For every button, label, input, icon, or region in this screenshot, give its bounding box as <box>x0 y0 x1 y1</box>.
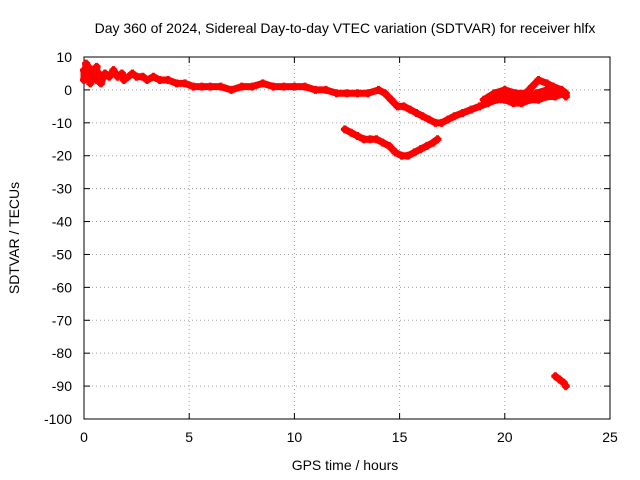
chart-title: Day 360 of 2024, Sidereal Day-to-day VTE… <box>95 20 596 36</box>
data-point <box>561 382 570 391</box>
y-tick-label: -70 <box>52 312 72 328</box>
plot-frame <box>83 56 611 420</box>
series-lower-track <box>340 125 442 160</box>
y-tick-label: -30 <box>52 181 72 197</box>
x-tick-label: 5 <box>185 429 193 445</box>
axis-ticks: 10 0 -10 -20 -30 -40 -50 -60 -70 -80 -90 -100 0 5 10 15… <box>44 49 618 445</box>
x-tick-label: 10 <box>287 429 303 445</box>
x-axis-title: GPS time / hours <box>292 457 399 473</box>
y-tick-label: -100 <box>44 411 72 427</box>
y-tick-label: -50 <box>52 246 72 262</box>
y-tick-label: -10 <box>52 115 72 131</box>
y-tick-label: -20 <box>52 148 72 164</box>
grid <box>84 57 610 419</box>
data-points <box>80 59 570 391</box>
data-point <box>561 92 570 101</box>
y-tick-label: 0 <box>64 82 72 98</box>
y-tick-label: -80 <box>52 345 72 361</box>
y-tick-label: 10 <box>56 49 72 65</box>
y-tick-label: -60 <box>52 279 72 295</box>
x-tick-label: 0 <box>80 429 88 445</box>
y-tick-label: -40 <box>52 214 72 230</box>
x-tick-label: 15 <box>392 429 408 445</box>
x-tick-label: 20 <box>497 429 513 445</box>
series-outlier-segment <box>551 372 570 391</box>
y-axis-title: SDTVAR / TECUs <box>6 182 22 294</box>
y-tick-label: -90 <box>52 378 72 394</box>
x-tick-label: 25 <box>602 429 618 445</box>
data-point <box>433 135 442 144</box>
series-middle-branch <box>490 85 570 101</box>
